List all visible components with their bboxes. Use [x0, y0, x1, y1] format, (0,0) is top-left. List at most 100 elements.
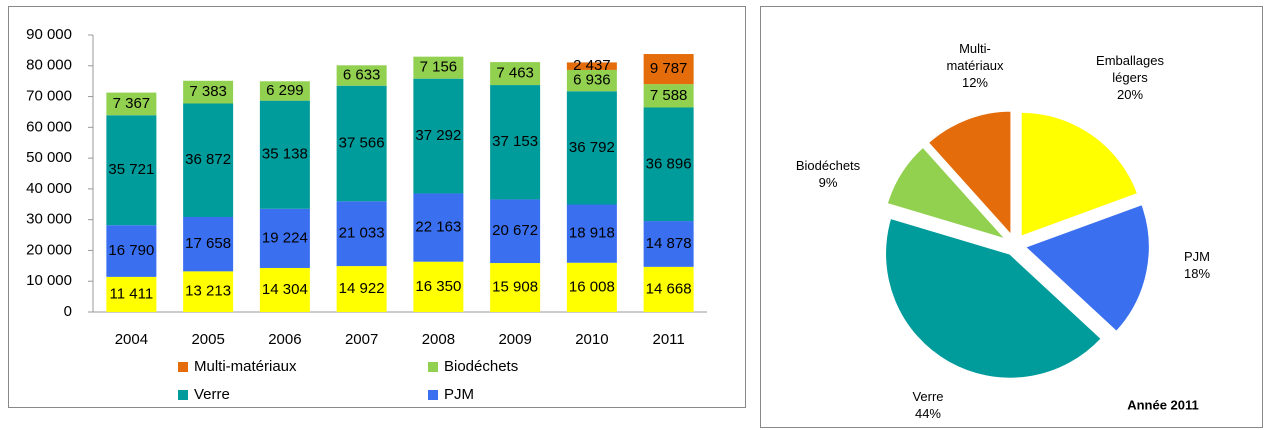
slice-label: Multi- matériaux 12%	[946, 40, 1003, 91]
x-tick-label: 2004	[115, 331, 148, 348]
y-tick-label: 40 000	[26, 180, 72, 197]
x-tick-label: 2007	[345, 331, 378, 348]
bar-segment	[643, 221, 694, 267]
bar-segment	[183, 271, 234, 312]
bar-segment	[106, 115, 157, 226]
slice-value: 9%	[818, 175, 838, 190]
value-label: 36 896	[646, 155, 692, 172]
pie-slice	[926, 109, 1013, 239]
pie-slice	[885, 145, 1010, 242]
legend-label: Biodéchets	[444, 358, 518, 375]
legend-swatch	[428, 362, 438, 372]
value-label: 9 787	[650, 60, 688, 77]
bar-segment	[259, 267, 310, 312]
x-tick-label: 2009	[498, 331, 531, 348]
bar-segment	[106, 276, 157, 312]
bar-segment	[183, 216, 234, 272]
y-tick-label: 80 000	[26, 57, 72, 74]
value-label: 14 878	[646, 235, 692, 252]
bar-segment	[566, 69, 617, 92]
value-label: 7 156	[420, 59, 458, 76]
slice-value: 18%	[1183, 266, 1211, 281]
value-label: 22 163	[415, 219, 461, 236]
slice-name: Verre	[912, 389, 944, 404]
bar-segment	[490, 263, 541, 312]
bar-segment	[336, 85, 387, 202]
value-label: 7 463	[496, 65, 534, 82]
slice-name: Emballages légers	[1096, 53, 1164, 85]
value-label: 21 033	[339, 225, 385, 242]
value-label: 36 792	[569, 139, 615, 156]
value-label: 14 668	[646, 280, 692, 297]
y-tick-label: 90 000	[26, 26, 72, 43]
value-label: 16 008	[569, 278, 615, 295]
x-tick-label: 2011	[652, 331, 684, 348]
value-label: 7 367	[113, 95, 151, 112]
legend-label: Verre	[194, 386, 230, 403]
pie-slice	[884, 216, 1104, 380]
value-label: 37 292	[415, 127, 461, 144]
value-label: 17 658	[185, 235, 231, 252]
legend-label: Multi-matériaux	[194, 358, 297, 375]
slice-label: PJM 18%	[1184, 248, 1210, 282]
value-label: 14 922	[339, 280, 385, 297]
slice-label: Emballages légers 20%	[1096, 52, 1164, 103]
y-tick-label: 0	[64, 303, 72, 320]
x-tick-label: 2010	[575, 331, 608, 348]
legend-swatch	[178, 390, 188, 400]
y-tick-label: 20 000	[26, 241, 72, 258]
y-tick-label: 70 000	[26, 88, 72, 105]
bar-segment	[490, 62, 541, 86]
value-label: 35 721	[108, 161, 154, 178]
bar-segment	[413, 261, 464, 312]
value-label: 35 138	[262, 146, 308, 163]
legend-label: PJM	[444, 386, 474, 403]
value-label: 7 588	[650, 87, 688, 104]
legend-swatch	[428, 390, 438, 400]
value-label: 14 304	[262, 281, 308, 298]
bar-segment	[490, 85, 541, 200]
annotation: Année 2011	[1127, 397, 1199, 412]
bar-segment	[183, 103, 234, 217]
bar-segment	[413, 193, 464, 262]
bar-segment	[643, 54, 694, 85]
bar-segment	[643, 266, 694, 312]
bar-segment	[643, 84, 694, 108]
bar-segment	[413, 56, 464, 79]
bar-segment	[413, 78, 464, 194]
bar-segment	[336, 266, 387, 312]
bar-segment	[183, 80, 234, 104]
slice-name: Multi- matériaux	[946, 41, 1004, 73]
slice-value: 44%	[914, 406, 942, 421]
x-tick-label: 2008	[422, 331, 455, 348]
value-label: 6 936	[573, 72, 611, 89]
bar-segment	[259, 81, 310, 101]
bar-segment	[336, 65, 387, 86]
pie-slice	[1019, 110, 1140, 239]
value-label: 16 350	[415, 278, 461, 295]
bar-segment	[643, 107, 694, 222]
value-label: 6 633	[343, 66, 381, 83]
bar-segment	[566, 262, 617, 312]
bar-segment	[336, 201, 387, 267]
slice-label: Biodéchets 9%	[796, 157, 860, 191]
bar-segment	[259, 208, 310, 268]
value-label: 15 908	[492, 278, 538, 295]
value-label: 16 790	[108, 242, 154, 259]
slice-name: Biodéchets	[795, 158, 861, 173]
bar-segment	[259, 100, 310, 209]
y-tick-label: 50 000	[26, 149, 72, 166]
value-label: 36 872	[185, 151, 231, 168]
pie-slice	[1022, 202, 1151, 334]
bar-segment	[106, 92, 157, 116]
x-tick-label: 2006	[268, 331, 301, 348]
slice-name: PJM	[1184, 249, 1210, 264]
value-label: 18 918	[569, 225, 615, 242]
slice-value: 20%	[1116, 87, 1144, 102]
bar-segment	[106, 225, 157, 277]
value-label: 20 672	[492, 222, 538, 239]
legend-swatch	[178, 362, 188, 372]
value-label: 7 383	[189, 83, 227, 100]
slice-value: 12%	[961, 75, 989, 90]
